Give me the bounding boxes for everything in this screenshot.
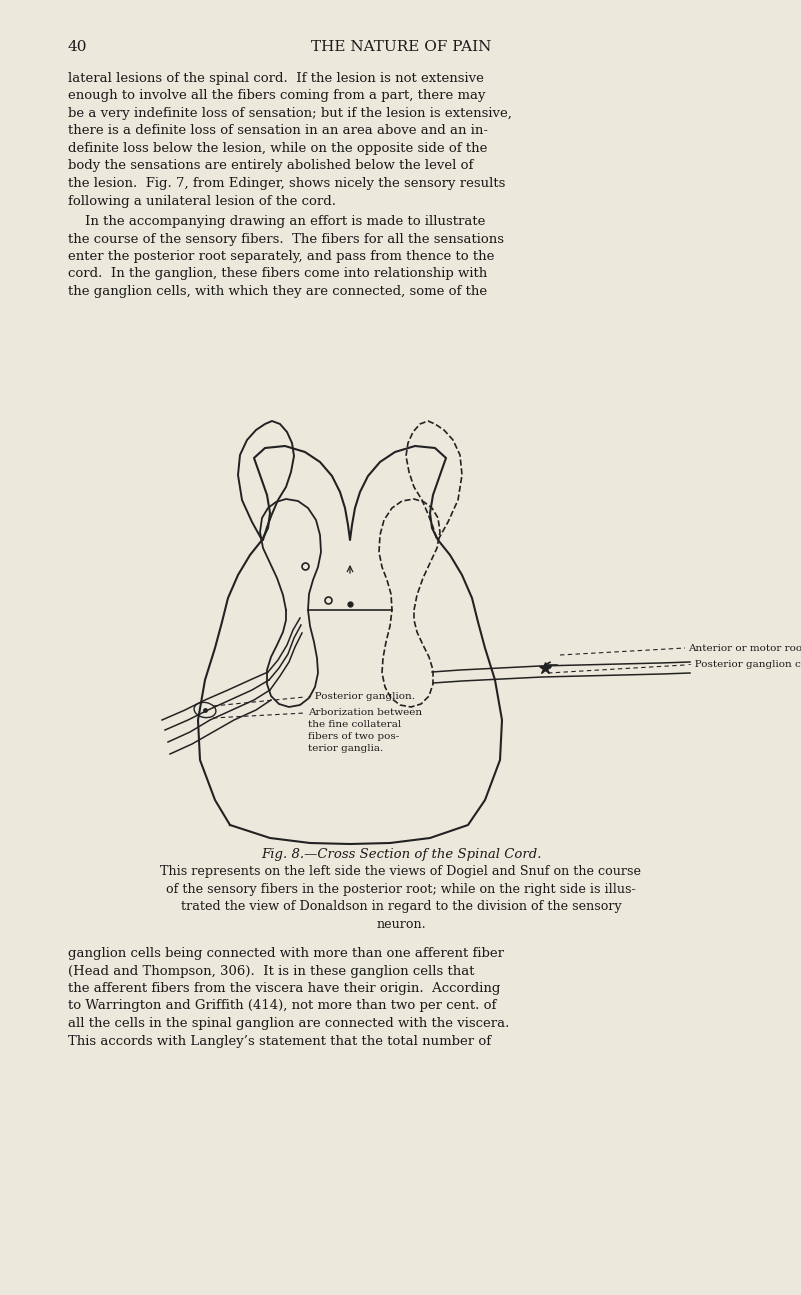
Text: ganglion cells being connected with more than one afferent fiber: ganglion cells being connected with more… <box>68 947 504 960</box>
Text: neuron.: neuron. <box>376 917 426 931</box>
Text: THE NATURE OF PAIN: THE NATURE OF PAIN <box>311 40 491 54</box>
Text: This accords with Langley’s statement that the total number of: This accords with Langley’s statement th… <box>68 1035 491 1048</box>
Text: enter the posterior root separately, and pass from thence to the: enter the posterior root separately, and… <box>68 250 494 263</box>
Text: body the sensations are entirely abolished below the level of: body the sensations are entirely abolish… <box>68 159 473 172</box>
Text: - Posterior ganglion cell.: - Posterior ganglion cell. <box>688 660 801 670</box>
Text: Fig. 8.—Cross Section of the Spinal Cord.: Fig. 8.—Cross Section of the Spinal Cord… <box>261 848 541 861</box>
Text: the course of the sensory fibers.  The fibers for all the sensations: the course of the sensory fibers. The fi… <box>68 233 504 246</box>
Text: 40: 40 <box>68 40 87 54</box>
Text: the lesion.  Fig. 7, from Edinger, shows nicely the sensory results: the lesion. Fig. 7, from Edinger, shows … <box>68 177 505 190</box>
Text: to Warrington and Griffith (414), not more than two per cent. of: to Warrington and Griffith (414), not mo… <box>68 1000 497 1013</box>
Text: following a unilateral lesion of the cord.: following a unilateral lesion of the cor… <box>68 194 336 207</box>
Text: there is a definite loss of sensation in an area above and an in-: there is a definite loss of sensation in… <box>68 124 488 137</box>
Text: Arborization between
the fine collateral
fibers of two pos-
terior ganglia.: Arborization between the fine collateral… <box>308 708 422 754</box>
Text: In the accompanying drawing an effort is made to illustrate: In the accompanying drawing an effort is… <box>68 215 485 228</box>
Text: - Posterior ganglion.: - Posterior ganglion. <box>308 692 415 701</box>
Text: lateral lesions of the spinal cord.  If the lesion is not extensive: lateral lesions of the spinal cord. If t… <box>68 73 484 85</box>
Text: definite loss below the lesion, while on the opposite side of the: definite loss below the lesion, while on… <box>68 142 487 155</box>
Text: (Head and Thompson, 306).  It is in these ganglion cells that: (Head and Thompson, 306). It is in these… <box>68 965 474 978</box>
Text: be a very indefinite loss of sensation; but if the lesion is extensive,: be a very indefinite loss of sensation; … <box>68 107 512 120</box>
Text: Anterior or motor root.: Anterior or motor root. <box>688 644 801 653</box>
Text: enough to involve all the fibers coming from a part, there may: enough to involve all the fibers coming … <box>68 89 485 102</box>
Text: This represents on the left side the views of Dogiel and Snuf on the course: This represents on the left side the vie… <box>160 865 642 878</box>
Text: all the cells in the spinal ganglion are connected with the viscera.: all the cells in the spinal ganglion are… <box>68 1017 509 1030</box>
Text: cord.  In the ganglion, these fibers come into relationship with: cord. In the ganglion, these fibers come… <box>68 268 487 281</box>
Text: the afferent fibers from the viscera have their origin.  According: the afferent fibers from the viscera hav… <box>68 982 501 995</box>
Text: the ganglion cells, with which they are connected, some of the: the ganglion cells, with which they are … <box>68 285 487 298</box>
Text: of the sensory fibers in the posterior root; while on the right side is illus-: of the sensory fibers in the posterior r… <box>166 882 636 896</box>
Text: trated the view of Donaldson in regard to the division of the sensory: trated the view of Donaldson in regard t… <box>180 900 622 913</box>
